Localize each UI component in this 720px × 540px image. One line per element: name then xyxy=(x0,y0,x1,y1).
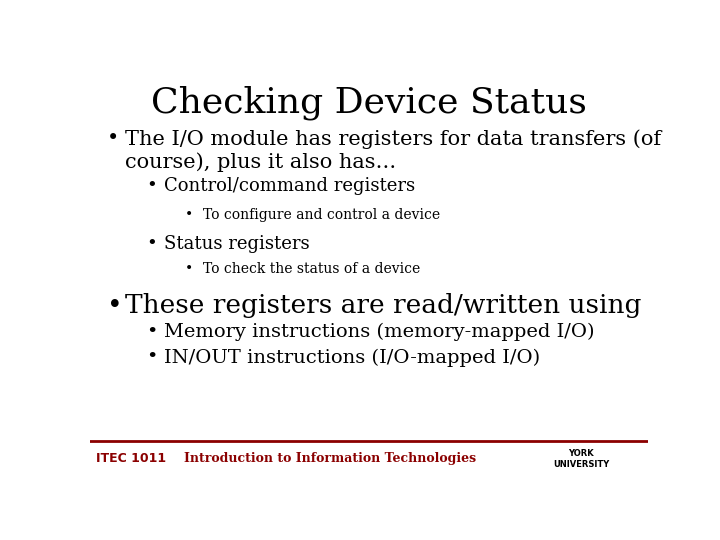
Text: •: • xyxy=(107,293,122,319)
Text: The I/O module has registers for data transfers (of
course), plus it also has…: The I/O module has registers for data tr… xyxy=(125,129,661,172)
Text: •: • xyxy=(145,235,156,253)
Text: Memory instructions (memory-mapped I/O): Memory instructions (memory-mapped I/O) xyxy=(163,322,594,341)
Text: To check the status of a device: To check the status of a device xyxy=(203,262,420,276)
Text: YORK
UNIVERSITY: YORK UNIVERSITY xyxy=(553,449,609,469)
Text: •: • xyxy=(145,348,157,366)
Text: •: • xyxy=(185,262,193,276)
Text: •: • xyxy=(145,177,156,195)
Text: Checking Device Status: Checking Device Status xyxy=(151,85,587,120)
Text: •: • xyxy=(107,129,119,149)
Text: •: • xyxy=(145,322,157,341)
Text: IN/OUT instructions (I/O-mapped I/O): IN/OUT instructions (I/O-mapped I/O) xyxy=(163,348,540,367)
Text: Control/command registers: Control/command registers xyxy=(163,177,415,195)
Text: ITEC 1011: ITEC 1011 xyxy=(96,453,166,465)
Text: Status registers: Status registers xyxy=(163,235,310,253)
Text: To configure and control a device: To configure and control a device xyxy=(203,208,440,222)
Text: •: • xyxy=(185,208,193,222)
Text: These registers are read/written using: These registers are read/written using xyxy=(125,293,641,319)
Text: Introduction to Information Technologies: Introduction to Information Technologies xyxy=(184,453,476,465)
